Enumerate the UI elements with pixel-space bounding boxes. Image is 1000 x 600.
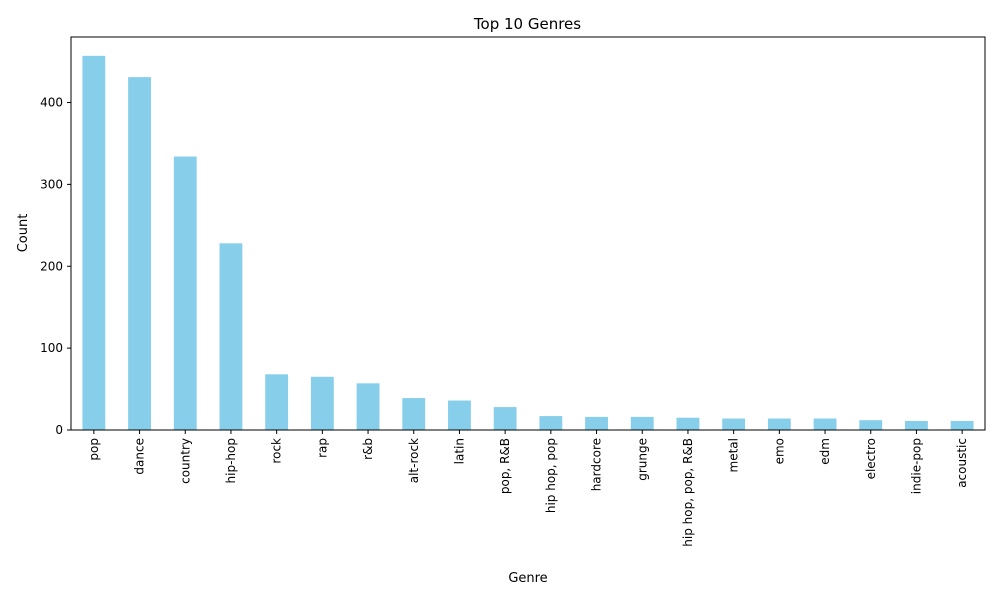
x-tick-label: country (178, 438, 192, 484)
bar-12 (630, 416, 654, 430)
bar-15 (767, 418, 791, 430)
bar-19 (950, 420, 974, 430)
x-tick-label: hardcore (590, 438, 604, 491)
x-tick-label: hip hop, pop, R&B (681, 438, 695, 547)
bar-13 (676, 417, 700, 430)
x-tick-label: electro (864, 438, 878, 479)
bar-1 (128, 77, 151, 431)
y-tick-label: 100 (40, 341, 63, 355)
y-axis-ticks: 0 100 200 300 400 (40, 96, 71, 437)
bar-9 (493, 407, 517, 430)
bar-5 (310, 376, 334, 430)
x-tick-label: indie-pop (909, 438, 923, 494)
bar-10 (539, 416, 563, 430)
x-tick-label: pop, R&B (498, 438, 512, 494)
bar-6 (356, 383, 380, 430)
x-tick-label: latin (452, 438, 466, 464)
x-tick-label: grunge (635, 438, 649, 481)
x-tick-label: rap (315, 438, 329, 458)
plot-frame (70, 36, 986, 431)
x-tick-label: emo (772, 438, 786, 464)
y-tick-label: 300 (40, 177, 63, 191)
x-tick-label: alt-rock (407, 438, 421, 483)
bar-16 (813, 418, 837, 430)
y-tick-label: 0 (55, 423, 63, 437)
x-tick-label: metal (727, 438, 741, 472)
x-tick-label: dance (133, 438, 147, 475)
bars-group (82, 55, 974, 431)
y-tick-label: 400 (40, 96, 63, 110)
bar-3 (219, 243, 243, 430)
x-tick-label: r&b (361, 438, 375, 460)
y-axis-label: Count (16, 214, 31, 253)
bar-4 (265, 374, 289, 430)
chart-title: Top 10 Genres (473, 15, 581, 33)
x-tick-label: hip-hop (224, 438, 238, 483)
bar-2 (173, 156, 197, 430)
x-tick-label: pop (87, 438, 101, 461)
y-tick-label: 200 (40, 259, 63, 273)
bar-8 (448, 400, 471, 430)
bar-11 (585, 416, 608, 430)
bar-18 (905, 420, 928, 430)
x-tick-label: hip hop, pop (544, 438, 558, 513)
x-tick-label: acoustic (955, 438, 969, 488)
x-axis-ticks: pop dance country hip-hop rock rap r&b alt-rock… (87, 430, 969, 547)
bar-17 (859, 420, 883, 430)
bar-0 (82, 55, 106, 431)
bar-7 (402, 398, 426, 430)
bar-14 (722, 418, 746, 430)
x-tick-label: rock (270, 438, 284, 464)
x-axis-label: Genre (508, 571, 547, 586)
x-tick-label: edm (818, 438, 832, 465)
